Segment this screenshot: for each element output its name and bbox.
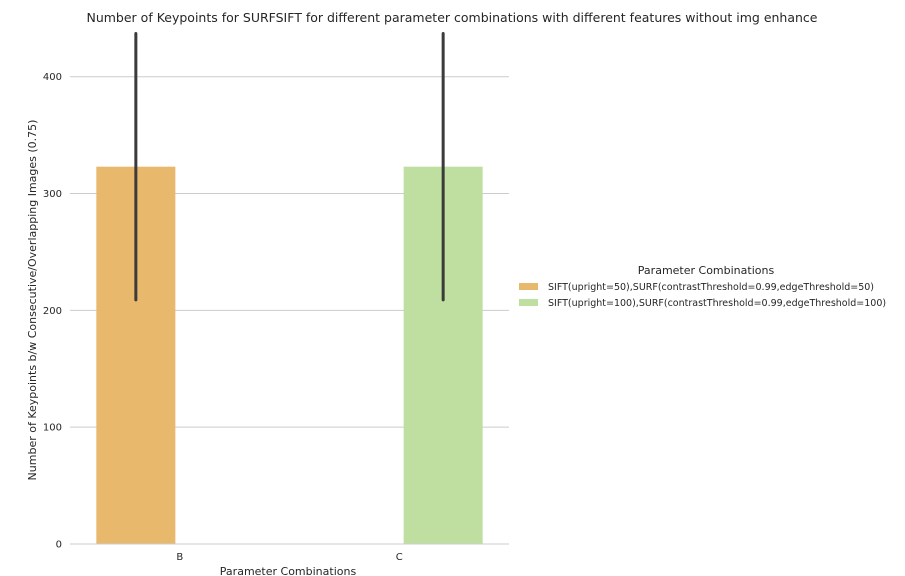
y-axis-label: Number of Keypoints b/w Consecutive/Over… [26, 120, 39, 481]
bars [96, 166, 483, 544]
x-axis-label: Parameter Combinations [220, 565, 357, 576]
y-tick-label: 400 [43, 72, 62, 83]
y-tick-label: 100 [43, 423, 62, 434]
y-tick-label: 300 [43, 189, 62, 200]
error-bars [134, 32, 445, 302]
legend-title: Parameter Combinations [638, 264, 775, 277]
x-tick-label: C [396, 552, 403, 563]
y-tick-label: 0 [56, 540, 62, 551]
y-tick-labels: 0 100 200 300 400 [43, 72, 62, 550]
legend-entry: SIFT(upright=100),SURF(contrastThreshold… [548, 298, 886, 309]
y-tick-label: 200 [43, 306, 62, 317]
legend-swatch [519, 299, 538, 306]
legend-entry: SIFT(upright=50),SURF(contrastThreshold=… [548, 282, 874, 293]
chart-title: Number of Keypoints for SURFSIFT for dif… [86, 10, 817, 25]
legend: Parameter Combinations SIFT(upright=50),… [519, 264, 886, 309]
x-tick-label: B [176, 552, 183, 563]
legend-swatch [519, 283, 538, 290]
